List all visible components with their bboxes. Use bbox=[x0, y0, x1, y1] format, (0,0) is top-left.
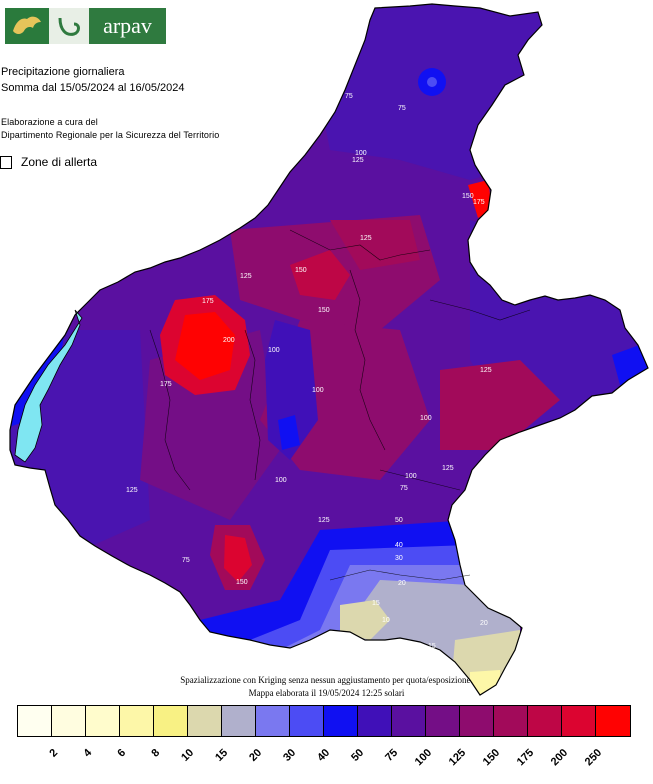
scale-tick-label: 200 bbox=[548, 746, 571, 769]
isoline-label: 100 bbox=[355, 150, 367, 157]
isoline-label: 125 bbox=[240, 273, 252, 280]
scale-swatch bbox=[222, 706, 256, 736]
credit-block: Elaborazione a cura del Dipartimento Reg… bbox=[1, 116, 219, 142]
elaboration-date: Mappa elaborata il 19/05/2024 12:25 sola… bbox=[248, 688, 405, 698]
scale-tick-label: 100 bbox=[412, 746, 435, 769]
isoline-label: 10 bbox=[382, 617, 390, 624]
precipitation-map: 75 75 100 125 125 150 150 175 200 175 12… bbox=[9, 3, 649, 696]
scale-tick-label: 175 bbox=[514, 746, 537, 769]
scale-tick-label: 2 bbox=[47, 746, 61, 760]
isoline-label: 150 bbox=[295, 267, 307, 274]
swirl-icon bbox=[49, 8, 89, 44]
scale-swatch bbox=[562, 706, 596, 736]
logo-wordmark: arpav bbox=[89, 8, 166, 44]
isoline-label: 75 bbox=[345, 93, 353, 100]
scale-tick-label: 150 bbox=[480, 746, 503, 769]
isoline-label: 100 bbox=[405, 473, 417, 480]
map-period: Somma dal 15/05/2024 al 16/05/2024 bbox=[1, 82, 185, 94]
isoline-label: 150 bbox=[462, 193, 474, 200]
lake-area bbox=[14, 309, 83, 463]
scale-swatch bbox=[18, 706, 52, 736]
isoline-label: 100 bbox=[268, 347, 280, 354]
scale-tick-label: 40 bbox=[315, 746, 333, 764]
scale-swatch bbox=[426, 706, 460, 736]
scale-swatch bbox=[596, 706, 630, 736]
isoline-label: 125 bbox=[442, 465, 454, 472]
isoline-label: 125 bbox=[352, 157, 364, 164]
scale-tick-label: 30 bbox=[281, 746, 299, 764]
isoline-label: 100 bbox=[275, 477, 287, 484]
isoline-labels: 75 75 100 125 125 150 150 175 200 175 12… bbox=[126, 93, 492, 650]
map-title: Precipitazione giornaliera bbox=[1, 66, 125, 78]
scale-swatch bbox=[528, 706, 562, 736]
scale-tick-label: 75 bbox=[383, 746, 401, 764]
isoline-label: 100 bbox=[312, 387, 324, 394]
arpav-logo: arpav bbox=[5, 8, 166, 44]
scale-swatch bbox=[290, 706, 324, 736]
isoline-label: 50 bbox=[395, 517, 403, 524]
alert-zone-swatch bbox=[0, 155, 12, 169]
scale-tick-label: 15 bbox=[213, 746, 231, 764]
isoline-label: 15 bbox=[372, 600, 380, 607]
isoline-label: 175 bbox=[473, 199, 485, 206]
scale-swatch bbox=[52, 706, 86, 736]
isoline-label: 30 bbox=[395, 555, 403, 562]
method-note: Spazializzazione con Kriging senza nessu… bbox=[180, 675, 473, 685]
isoline-label: 75 bbox=[400, 485, 408, 492]
isoline-label: 75 bbox=[182, 557, 190, 564]
scale-tick-label: 20 bbox=[247, 746, 265, 764]
alert-zone-borders bbox=[149, 229, 531, 581]
map-title-block: Precipitazione giornaliera Somma dal 15/… bbox=[1, 64, 184, 96]
scale-swatch bbox=[324, 706, 358, 736]
scale-tick-label: 50 bbox=[349, 746, 367, 764]
scale-tick-label: 250 bbox=[582, 746, 605, 769]
lion-of-venice-icon bbox=[5, 8, 49, 44]
isoline-label: 150 bbox=[236, 579, 248, 586]
isoline-label: 175 bbox=[202, 298, 214, 305]
isoline-label: 125 bbox=[126, 487, 138, 494]
scale-swatch bbox=[358, 706, 392, 736]
scale-tick-label: 10 bbox=[179, 746, 197, 764]
credit-line-2: Dipartimento Regionale per la Sicurezza … bbox=[1, 130, 220, 140]
isoline-label: 40 bbox=[395, 542, 403, 549]
scale-swatch bbox=[392, 706, 426, 736]
isoline-label: 150 bbox=[318, 307, 330, 314]
isoline-label: 125 bbox=[480, 367, 492, 374]
scale-tick-label: 4 bbox=[81, 746, 95, 760]
alert-zone-legend: Zone di allerta bbox=[0, 155, 97, 169]
scale-tick-label: 8 bbox=[149, 746, 163, 760]
alert-zone-label: Zone di allerta bbox=[21, 155, 98, 169]
credit-line-1: Elaborazione a cura del bbox=[1, 117, 98, 127]
isoline-label: 200 bbox=[223, 337, 235, 344]
isoline-label: 15 bbox=[428, 643, 436, 650]
isoline-label: 20 bbox=[398, 580, 406, 587]
scale-tick-label: 125 bbox=[446, 746, 469, 769]
scale-swatch bbox=[494, 706, 528, 736]
isoline-label: 75 bbox=[398, 105, 406, 112]
scale-swatch bbox=[154, 706, 188, 736]
scale-swatch bbox=[460, 706, 494, 736]
scale-swatch bbox=[188, 706, 222, 736]
scale-tick-label: 6 bbox=[115, 746, 129, 760]
scale-swatch bbox=[120, 706, 154, 736]
isoline-label: 125 bbox=[318, 517, 330, 524]
scale-swatch bbox=[256, 706, 290, 736]
precipitation-scale bbox=[17, 705, 631, 737]
isoline-label: 100 bbox=[420, 415, 432, 422]
isoline-label: 125 bbox=[360, 235, 372, 242]
isoline-label: 20 bbox=[480, 620, 488, 627]
scale-swatch bbox=[86, 706, 120, 736]
isoline-label: 175 bbox=[160, 381, 172, 388]
